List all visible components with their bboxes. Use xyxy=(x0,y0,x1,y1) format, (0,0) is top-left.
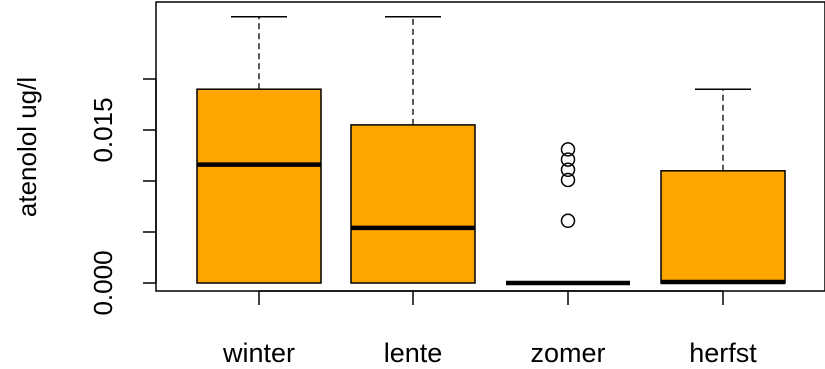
y-tick-label: 0.000 xyxy=(88,250,118,315)
x-tick-label-lente: lente xyxy=(384,338,443,368)
outlier-point xyxy=(560,142,576,157)
y-axis: 0.000 0.015 xyxy=(88,78,157,316)
x-axis: winter lente zomer herfst xyxy=(222,290,757,368)
x-tick-label-herfst: herfst xyxy=(689,338,757,368)
y-tick-label: 0.015 xyxy=(88,97,118,162)
outlier-point xyxy=(560,172,576,188)
y-axis-label: atenolol ug/l xyxy=(12,77,42,217)
box-body xyxy=(660,170,786,284)
outlier-point xyxy=(560,152,576,167)
box-zomer xyxy=(506,142,630,286)
outlier-point xyxy=(560,162,576,178)
box-herfst xyxy=(660,88,786,285)
box-body xyxy=(196,88,322,284)
x-tick-label-winter: winter xyxy=(222,338,295,368)
box-lente xyxy=(350,16,476,284)
boxes xyxy=(196,16,786,286)
x-tick-label-zomer: zomer xyxy=(530,338,605,368)
outlier-point xyxy=(560,213,576,229)
box-winter xyxy=(196,16,322,284)
box-body xyxy=(350,124,476,284)
